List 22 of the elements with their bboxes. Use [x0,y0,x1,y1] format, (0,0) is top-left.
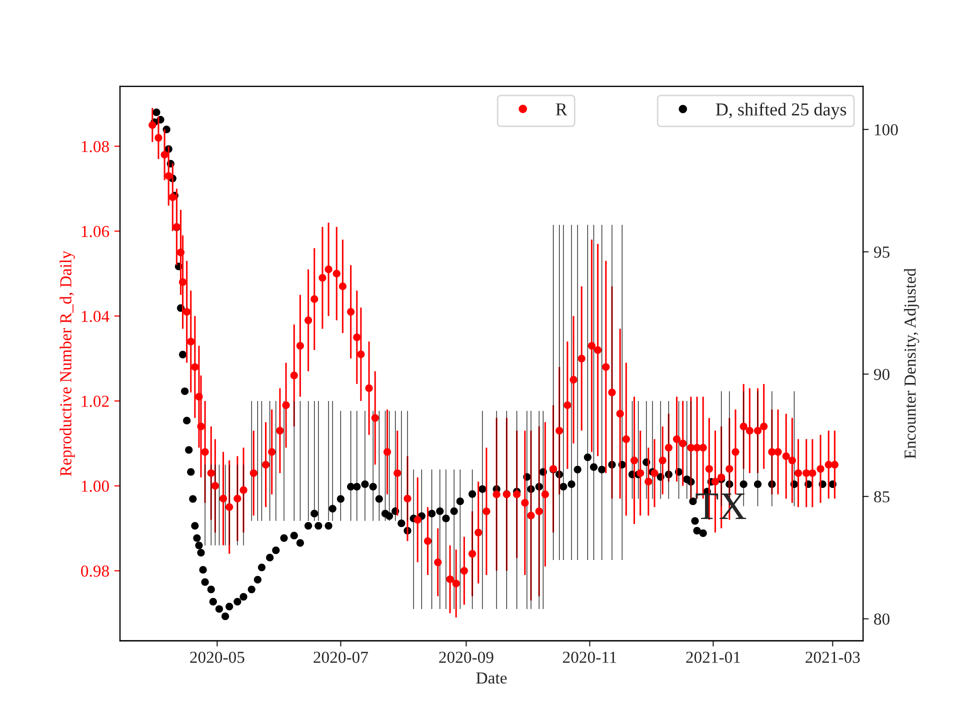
x-tick-label: 2020-09 [439,652,494,663]
y-tick-label: 1.02 [82,396,109,407]
y2-tick-label: 85 [874,491,890,502]
y-tick-label: 1.00 [82,480,109,492]
x-tick-label: 2021-01 [686,652,740,663]
y2-tick-label: 80 [874,613,890,625]
x-tick-label: 2020-11 [562,652,616,663]
y-tick-label: 1.06 [82,226,110,238]
y-tick-label: 1.08 [82,140,109,152]
y-tick-label: 0.98 [81,565,109,577]
y-tick-label: 1.04 [82,310,110,322]
y-axis-title: Reproductive Number R_d, Daily [60,250,75,476]
x-tick-label: 2020-07 [314,652,368,663]
y2-tick-label: 100 [874,124,898,136]
x-axis-title: Date [476,672,507,684]
x-tick-label: 2021-03 [806,652,860,663]
y2-tick-label: 95 [874,246,890,258]
legend-label: D, shifted 25 days [716,102,846,120]
x-tick-label: 2020-05 [190,652,244,663]
legend-label: R [556,103,568,116]
y2-tick-label: 90 [874,368,890,380]
y2-axis-title: Encounter Density, Adjusted [904,268,920,459]
